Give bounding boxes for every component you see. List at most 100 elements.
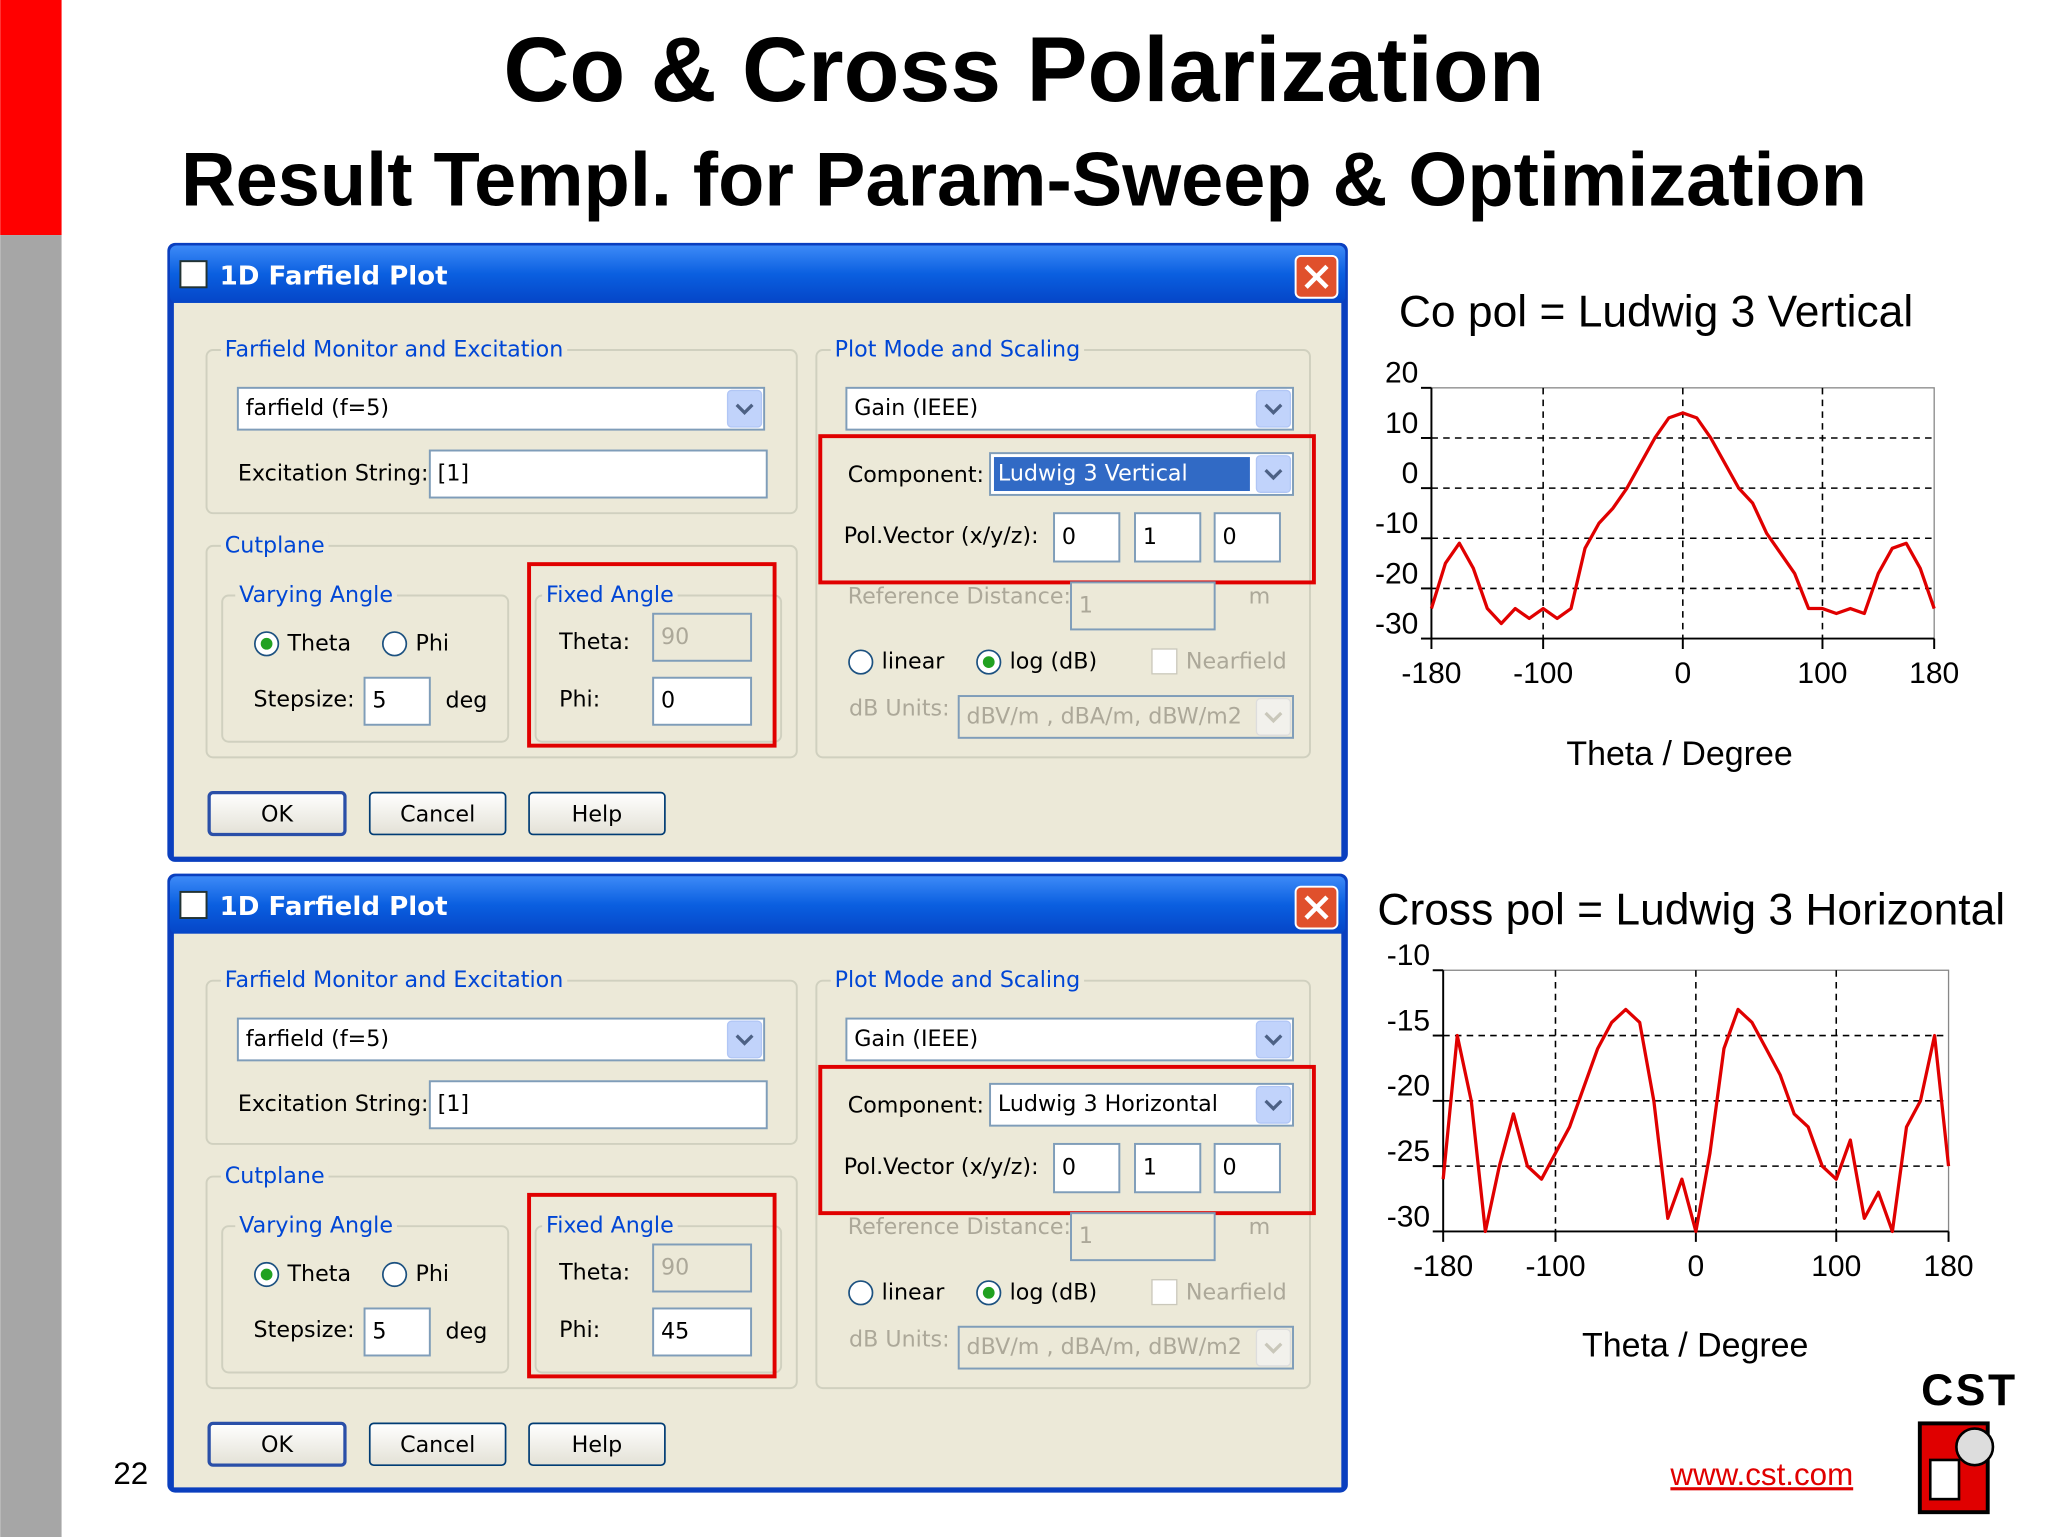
polvector-input-value: 1 [1143, 524, 1157, 550]
label-backdrop [235, 1212, 397, 1239]
theta-radio-label: Theta [286, 1261, 351, 1287]
label-backdrop [542, 1212, 678, 1239]
reference-input [1070, 1212, 1216, 1262]
theta-input [652, 1243, 753, 1293]
x-axis-label: Theta / Degree [1582, 1327, 1808, 1365]
monitor-select[interactable] [236, 386, 766, 431]
x-tick-label: 100 [1811, 1250, 1861, 1283]
radio-button[interactable] [381, 1261, 408, 1288]
radio-button[interactable] [848, 649, 874, 675]
slide-title: Co & Cross Polarization [503, 19, 1544, 121]
component-select-value: Ludwig 3 Horizontal [998, 1091, 1218, 1117]
stepsize-input[interactable] [363, 676, 431, 726]
x-tick-label: 180 [1924, 1250, 1974, 1283]
polvector-input-value: 0 [1062, 524, 1076, 550]
component-select-value: Ludwig 3 Vertical [998, 461, 1188, 487]
dialog-button[interactable] [528, 1422, 666, 1467]
log-label: log (dB) [1010, 1279, 1098, 1305]
cutplane-group [205, 1175, 798, 1390]
polvector-input[interactable] [1134, 1142, 1202, 1194]
dialog-button[interactable] [368, 1422, 507, 1467]
dialog-button[interactable] [207, 1421, 347, 1467]
phi-label: Phi: [559, 1317, 600, 1343]
y-tick-label: 0 [1402, 457, 1419, 490]
db-units-select-value: dBV/m , dBA/m, dBW/m2 [967, 1334, 1242, 1360]
phi-label: Phi: [559, 686, 600, 712]
monitor-select[interactable] [236, 1017, 766, 1062]
dialog-button[interactable] [207, 791, 347, 837]
dropdown-button[interactable] [726, 389, 763, 428]
red-bar [0, 0, 62, 236]
dropdown-button[interactable] [726, 1020, 763, 1059]
phi-input-value: 45 [661, 1318, 689, 1344]
close-icon [1304, 264, 1329, 289]
mode-select-value: Gain (IEEE) [854, 1026, 978, 1052]
polvector-input[interactable] [1053, 512, 1121, 563]
button-label: OK [261, 1432, 294, 1458]
page-number: 22 [113, 1456, 148, 1491]
dropdown-button[interactable] [1255, 1085, 1292, 1124]
label-backdrop [220, 336, 568, 363]
y-tick-label: 20 [1385, 357, 1418, 390]
stepsize-input[interactable] [363, 1307, 431, 1357]
logo-text: CST [1921, 1366, 2018, 1415]
x-tick-label: -180 [1401, 657, 1461, 690]
fixed-group-label: Fixed Angle [546, 1213, 674, 1239]
phi-input[interactable] [652, 676, 753, 726]
phi-input[interactable] [652, 1307, 753, 1357]
stepsize-label: Stepsize: [254, 686, 355, 712]
logo-sphere [1955, 1427, 1995, 1467]
polvector-input[interactable] [1134, 512, 1202, 563]
stepsize-label: Stepsize: [254, 1317, 355, 1343]
reference-input-value: 1 [1079, 592, 1093, 618]
dropdown-button[interactable] [1255, 455, 1292, 493]
y-tick-label: -10 [1375, 507, 1418, 540]
title-bar [169, 245, 1346, 303]
excitation-input[interactable] [428, 449, 768, 499]
dropdown-button[interactable] [1255, 1020, 1292, 1059]
component-select[interactable] [989, 1082, 1294, 1127]
component-label: Component: [848, 462, 984, 488]
dropdown-arrow [735, 403, 754, 415]
gray-bar [0, 235, 62, 1537]
dialog-button[interactable] [368, 791, 507, 836]
window-icon [179, 260, 208, 289]
mode-select[interactable] [845, 1017, 1294, 1062]
dialog-body [173, 933, 1342, 1488]
y-tick-label: -20 [1387, 1070, 1430, 1103]
plot-group-label: Plot Mode and Scaling [835, 336, 1081, 362]
dropdown-arrow [1264, 711, 1283, 724]
reference-label: Reference Distance: [848, 583, 1071, 609]
polvector-input[interactable] [1053, 1142, 1121, 1194]
data-line [1441, 1007, 1951, 1234]
highlight-box [818, 434, 1316, 585]
dropdown-button[interactable] [1255, 389, 1292, 428]
polvector-input[interactable] [1213, 512, 1281, 563]
polvector-input-value: 0 [1222, 1155, 1236, 1181]
phi-radio-label: Phi [415, 1261, 449, 1287]
radio-button[interactable] [381, 631, 408, 657]
dialog-body [173, 302, 1342, 857]
polvector-input-value: 1 [1143, 1155, 1157, 1181]
data-line [1429, 411, 1936, 626]
radio-dot [982, 656, 995, 668]
chart-title: Cross pol = Ludwig 3 Horizontal [1377, 886, 2005, 935]
x-tick-label: -100 [1525, 1250, 1585, 1283]
highlight-box [527, 562, 777, 748]
dialog-button[interactable] [528, 791, 666, 836]
dropdown-arrow [1264, 1099, 1283, 1111]
plot-group-label: Plot Mode and Scaling [835, 967, 1081, 993]
dialog-window: 1D Farfield Plot Farfield Monitor and Exc… [167, 873, 1348, 1493]
excitation-input[interactable] [428, 1080, 768, 1130]
polvector-input[interactable] [1213, 1142, 1281, 1194]
radio-button[interactable] [848, 1280, 874, 1306]
stepsize-input-value: 5 [372, 688, 386, 714]
url-link[interactable]: www.cst.com [1669, 1457, 1853, 1492]
mode-select[interactable] [845, 386, 1294, 431]
dropdown-arrow [735, 1034, 754, 1046]
stepsize-unit: deg [446, 688, 488, 714]
y-tick-label: -30 [1375, 607, 1418, 640]
x-tick-label: 180 [1909, 657, 1959, 690]
mode-select-value: Gain (IEEE) [854, 395, 978, 421]
